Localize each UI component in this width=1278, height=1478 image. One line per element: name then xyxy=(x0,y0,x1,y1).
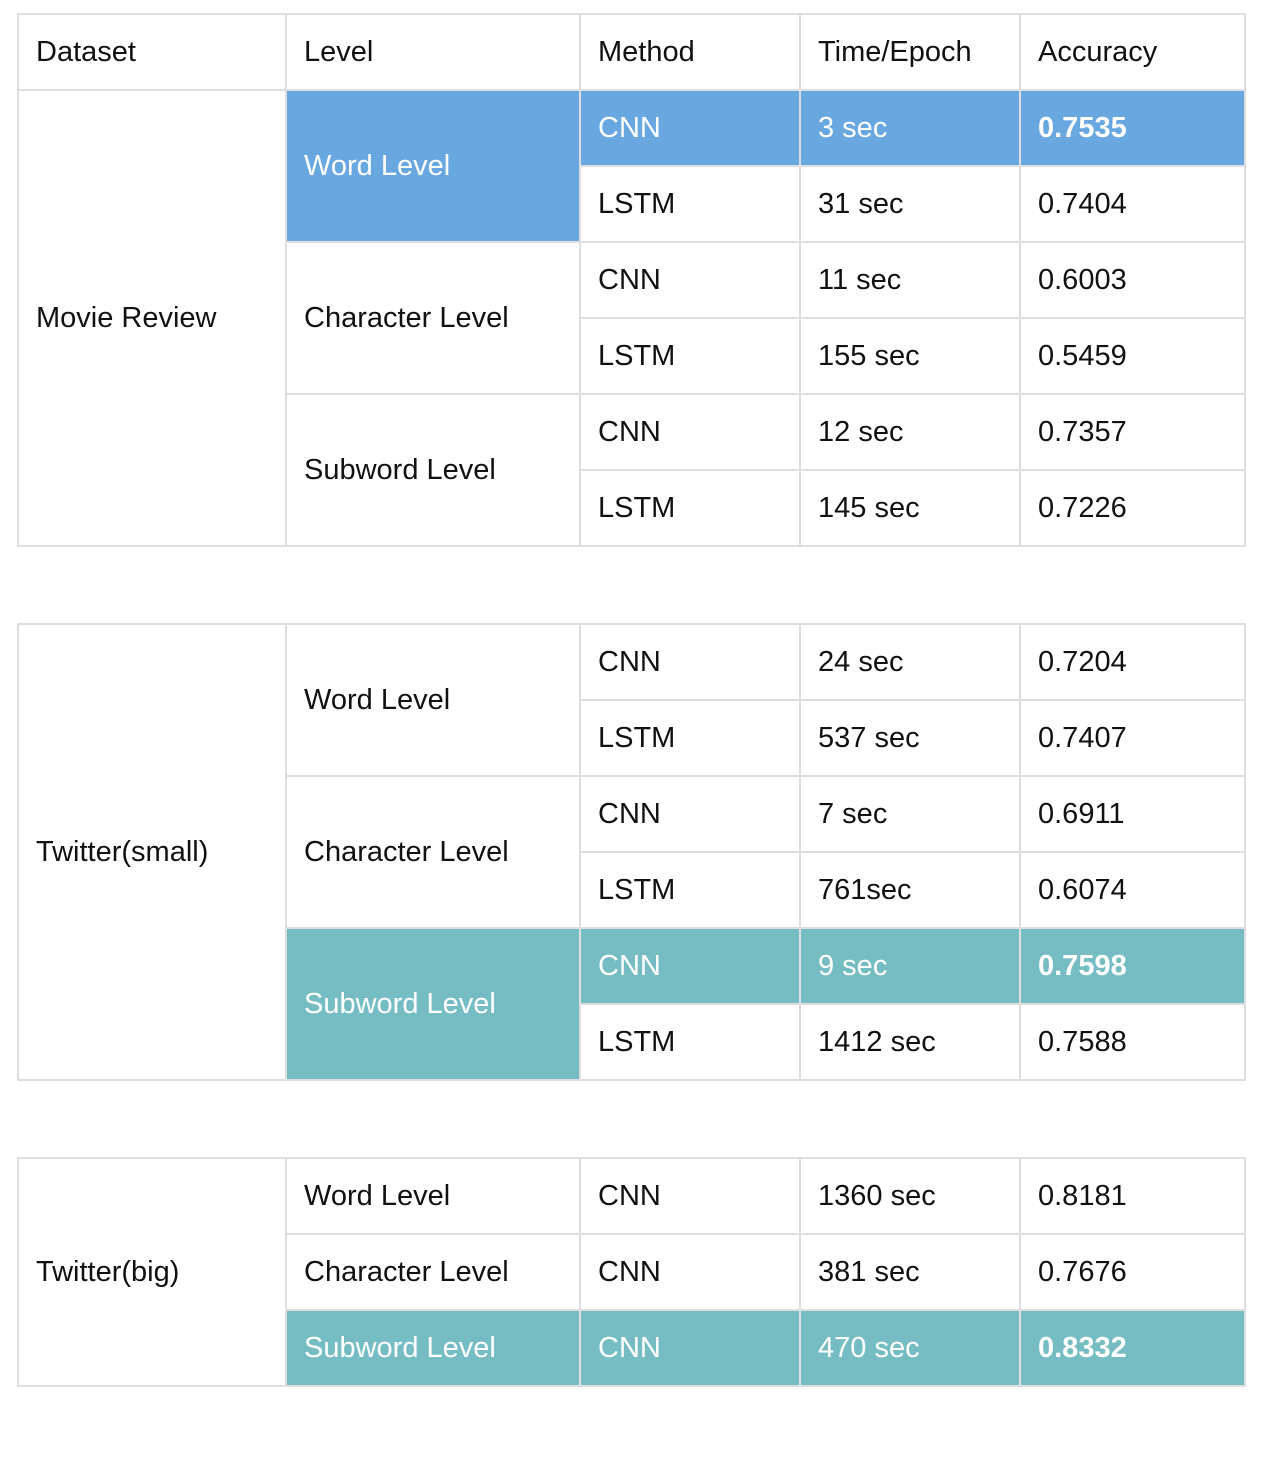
table-row: Subword Level CNN 470 sec 0.8332 xyxy=(18,1309,1246,1387)
time-cell: 31 sec xyxy=(799,165,1021,243)
table-row: LSTM 145 sec 0.7226 xyxy=(18,469,1246,547)
spacer-cell xyxy=(17,1079,1246,1159)
method-cell: CNN xyxy=(579,623,801,701)
table-row: LSTM 1412 sec 0.7588 xyxy=(18,1003,1246,1081)
accuracy-cell-best: 0.7535 xyxy=(1019,89,1246,167)
time-cell: 537 sec xyxy=(799,699,1021,777)
time-cell: 1360 sec xyxy=(799,1157,1021,1235)
accuracy-cell: 0.7226 xyxy=(1019,469,1246,547)
time-cell: 12 sec xyxy=(799,393,1021,471)
table-row: Subword Level CNN 12 sec 0.7357 xyxy=(18,393,1246,547)
time-cell: 155 sec xyxy=(799,317,1021,395)
level-subword: Subword Level xyxy=(285,927,581,1081)
accuracy-cell: 0.8181 xyxy=(1019,1157,1246,1235)
level-word: Word Level xyxy=(285,1157,581,1235)
time-cell: 3 sec xyxy=(799,89,1021,167)
table-row: Character Level CNN 11 sec 0.6003 xyxy=(18,241,1246,395)
table-row: Character Level CNN 7 sec 0.6911 xyxy=(18,775,1246,929)
method-cell: LSTM xyxy=(579,851,801,929)
table-row: Twitter(small) Word Level CNN 24 sec 0.7… xyxy=(17,623,1246,1081)
time-cell: 11 sec xyxy=(799,241,1021,319)
table-row: Twitter(big) Word Level CNN 1360 sec 0.8… xyxy=(17,1157,1246,1387)
accuracy-cell: 0.7404 xyxy=(1019,165,1246,243)
time-cell: 24 sec xyxy=(799,623,1021,701)
level-subword: Subword Level xyxy=(285,393,581,547)
accuracy-cell: 0.7588 xyxy=(1019,1003,1246,1081)
time-cell: 470 sec xyxy=(799,1309,1021,1387)
table-row: LSTM 155 sec 0.5459 xyxy=(18,317,1246,395)
method-cell: CNN xyxy=(579,1309,801,1387)
results-table: Dataset Level Method Time/Epoch Accuracy… xyxy=(17,13,1246,1387)
time-cell: 7 sec xyxy=(799,775,1021,853)
method-cell: CNN xyxy=(579,775,801,853)
level-word: Word Level xyxy=(285,623,581,777)
dataset-twitter-small: Twitter(small) xyxy=(17,623,287,1081)
level-word: Word Level xyxy=(285,89,581,243)
level-character: Character Level xyxy=(285,241,581,395)
accuracy-cell: 0.7407 xyxy=(1019,699,1246,777)
header-method: Method xyxy=(579,13,801,91)
level-character: Character Level xyxy=(285,1233,581,1311)
time-cell: 1412 sec xyxy=(799,1003,1021,1081)
accuracy-cell: 0.7676 xyxy=(1019,1233,1246,1311)
accuracy-cell-best: 0.7598 xyxy=(1019,927,1246,1005)
accuracy-cell: 0.7357 xyxy=(1019,393,1246,471)
dataset-movie-review: Movie Review xyxy=(17,89,287,547)
method-cell: LSTM xyxy=(579,699,801,777)
method-cell: CNN xyxy=(579,241,801,319)
table-row: LSTM 537 sec 0.7407 xyxy=(18,699,1246,777)
header-dataset: Dataset xyxy=(17,13,287,91)
method-cell: LSTM xyxy=(579,165,801,243)
method-cell: LSTM xyxy=(579,1003,801,1081)
table-row: LSTM 31 sec 0.7404 xyxy=(18,165,1246,243)
method-cell: CNN xyxy=(579,1157,801,1235)
spacer-row xyxy=(17,1079,1246,1159)
time-cell: 9 sec xyxy=(799,927,1021,1005)
header-level: Level xyxy=(285,13,581,91)
method-cell: CNN xyxy=(579,393,801,471)
method-cell: CNN xyxy=(579,927,801,1005)
header-time: Time/Epoch xyxy=(799,13,1021,91)
table-row: Subword Level CNN 9 sec 0.7598 xyxy=(18,927,1246,1081)
spacer-cell xyxy=(17,545,1246,625)
method-cell: LSTM xyxy=(579,469,801,547)
method-cell: CNN xyxy=(579,89,801,167)
header-row: Dataset Level Method Time/Epoch Accuracy xyxy=(17,13,1246,91)
accuracy-cell: 0.6911 xyxy=(1019,775,1246,853)
table-row: Character Level CNN 381 sec 0.7676 xyxy=(18,1233,1246,1311)
accuracy-cell-best: 0.8332 xyxy=(1019,1309,1246,1387)
spacer-row xyxy=(17,545,1246,625)
level-subword: Subword Level xyxy=(285,1309,581,1387)
accuracy-cell: 0.5459 xyxy=(1019,317,1246,395)
method-cell: CNN xyxy=(579,1233,801,1311)
header-accuracy: Accuracy xyxy=(1019,13,1246,91)
method-cell: LSTM xyxy=(579,317,801,395)
accuracy-cell: 0.6003 xyxy=(1019,241,1246,319)
level-character: Character Level xyxy=(285,775,581,929)
accuracy-cell: 0.6074 xyxy=(1019,851,1246,929)
table-row: LSTM 761sec 0.6074 xyxy=(18,851,1246,929)
time-cell: 145 sec xyxy=(799,469,1021,547)
results-table-container: Dataset Level Method Time/Epoch Accuracy… xyxy=(17,13,1246,1387)
dataset-twitter-big: Twitter(big) xyxy=(17,1157,287,1387)
time-cell: 761sec xyxy=(799,851,1021,929)
table-row: Movie Review Word Level CNN 3 sec 0.7535 xyxy=(17,89,1246,547)
accuracy-cell: 0.7204 xyxy=(1019,623,1246,701)
time-cell: 381 sec xyxy=(799,1233,1021,1311)
